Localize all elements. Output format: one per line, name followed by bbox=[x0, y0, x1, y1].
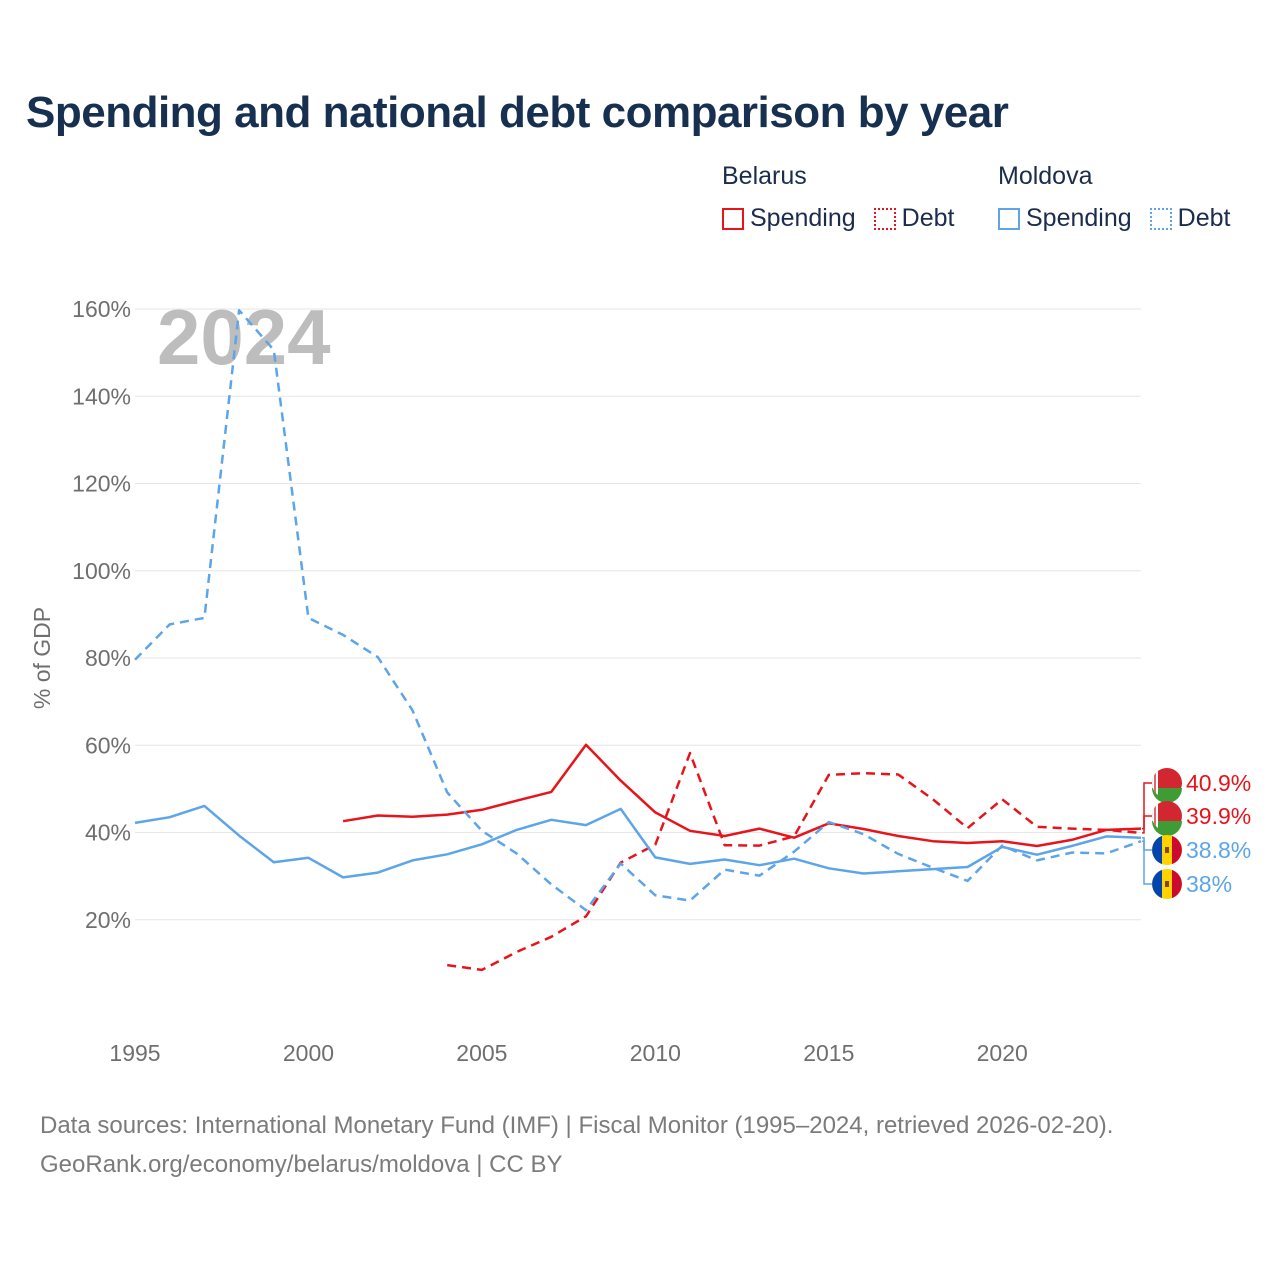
x-tick-label: 2005 bbox=[456, 1040, 507, 1066]
moldova-flag-icon bbox=[1152, 835, 1182, 865]
legend-swatch-dotted-icon bbox=[873, 207, 896, 230]
legend-label: Debt bbox=[1177, 204, 1231, 232]
legend-group-belarus: Belarus Spending Debt bbox=[722, 162, 972, 233]
legend-swatch-dotted-icon bbox=[1149, 207, 1172, 230]
y-tick-label: 160% bbox=[72, 296, 131, 322]
series-line-moldova-debt[interactable] bbox=[134, 309, 1142, 912]
y-tick-label: 80% bbox=[85, 645, 131, 671]
y-tick-label: 20% bbox=[85, 907, 131, 933]
x-tick-label: 2010 bbox=[630, 1040, 681, 1066]
y-tick-label: 140% bbox=[72, 383, 131, 409]
series-line-moldova-spending[interactable] bbox=[134, 804, 1142, 879]
end-labels: 40.9% 39.9% 38.8% 38% bbox=[1142, 768, 1251, 899]
legend-group-name: Moldova bbox=[998, 162, 1093, 190]
end-value-label-belarus-debt: 39.9% bbox=[1186, 803, 1251, 829]
x-tick-label: 2000 bbox=[283, 1040, 334, 1066]
legend-swatch-solid-icon bbox=[722, 207, 744, 230]
end-label-connector bbox=[1142, 782, 1152, 830]
legend-item-belarus-spending[interactable]: Spending bbox=[722, 204, 856, 233]
y-tick-label: 100% bbox=[72, 558, 131, 584]
x-tick-label: 2020 bbox=[977, 1040, 1028, 1066]
end-label-connector bbox=[1142, 815, 1152, 834]
legend-item-moldova-debt[interactable]: Debt bbox=[1149, 204, 1231, 233]
end-value-label-moldova-spending: 38.8% bbox=[1186, 837, 1251, 863]
legend-swatch-solid-icon bbox=[998, 207, 1020, 230]
series-line-belarus-debt[interactable] bbox=[447, 751, 1142, 972]
legend-group-moldova: Moldova Spending Debt bbox=[998, 162, 1248, 233]
y-tick-label: 60% bbox=[85, 732, 131, 758]
x-tick-label: 1995 bbox=[109, 1040, 160, 1066]
chart-title: Spending and national debt comparison by… bbox=[26, 88, 1009, 137]
y-tick-label: 40% bbox=[85, 820, 131, 846]
x-tick-label: 2015 bbox=[803, 1040, 854, 1066]
year-watermark: 2024 bbox=[157, 293, 331, 381]
grid bbox=[135, 308, 1141, 921]
end-value-label-moldova-debt: 38% bbox=[1186, 871, 1232, 897]
attribution-link[interactable]: GeoRank.org/economy/belarus/moldova | CC… bbox=[40, 1151, 563, 1178]
end-value-label-belarus-spending: 40.9% bbox=[1186, 770, 1251, 796]
y-tick-label: 120% bbox=[72, 471, 131, 497]
axes: 20% 40% 60% 80% 100% 120% 140% 160% 1995 2000 2005… bbox=[29, 296, 1028, 1066]
footer: Data sources: International Monetary Fun… bbox=[40, 1106, 1113, 1184]
legend-label: Debt bbox=[901, 204, 955, 232]
line-chart: 20% 40% 60% 80% 100% 120% 140% 160% 1995 2000 2005… bbox=[29, 293, 1251, 1066]
legend-label: Spending bbox=[750, 204, 856, 232]
y-axis-title: % of GDP bbox=[29, 607, 55, 709]
series-line-belarus-spending[interactable] bbox=[342, 743, 1142, 848]
legend-group-name: Belarus bbox=[722, 162, 807, 190]
belarus-flag-icon bbox=[1152, 768, 1182, 803]
belarus-flag-icon bbox=[1152, 801, 1182, 836]
legend-item-belarus-debt[interactable]: Debt bbox=[873, 204, 955, 233]
legend-item-moldova-spending[interactable]: Spending bbox=[998, 204, 1132, 233]
legend-label: Spending bbox=[1026, 204, 1132, 232]
data-source-note: Data sources: International Monetary Fun… bbox=[40, 1112, 1114, 1139]
series bbox=[134, 309, 1142, 972]
moldova-flag-icon bbox=[1152, 869, 1182, 899]
end-label-connector bbox=[1142, 840, 1152, 885]
